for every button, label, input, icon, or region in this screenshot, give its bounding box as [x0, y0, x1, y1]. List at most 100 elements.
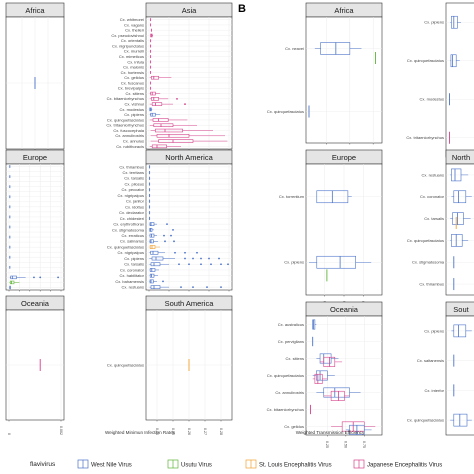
box-wnv	[451, 324, 472, 338]
box-wnv	[451, 190, 472, 204]
category-label: Cx. idottus	[125, 204, 144, 209]
box-usutu	[9, 280, 20, 285]
legend: flavivirus West Nile Virus Usutu Virus St.…	[30, 459, 442, 469]
outlier-point	[184, 103, 186, 106]
box-jev	[150, 134, 225, 138]
outlier-point	[170, 234, 172, 237]
panel-b-letter: B	[238, 3, 246, 15]
box-iqr	[150, 262, 161, 267]
outlier-point	[184, 257, 186, 260]
box-iqr	[149, 245, 156, 249]
facet-b-5: Sout Cx. pipiens Cx. saltanensis Cx. interf…	[407, 301, 474, 436]
x-tick-label: 0.25	[325, 441, 329, 448]
category-label: Cx. interfor	[424, 388, 444, 393]
category-label: Cx. tritaeniorhynchus	[106, 123, 144, 128]
category-label: Cx. quinquefasciatus	[407, 418, 444, 423]
box-iqr	[150, 112, 156, 117]
box-jev	[150, 33, 153, 38]
box-wnv	[149, 250, 198, 255]
box-jev	[149, 123, 197, 127]
facet-a-5: South America Cx. quinquefasciatus 0.24 0.2…	[107, 295, 233, 435]
category-label: Cx. restuans	[122, 285, 144, 290]
box-iqr	[452, 212, 464, 225]
box-iqr	[451, 234, 463, 247]
outlier-point	[178, 263, 180, 266]
box-iqr	[314, 373, 323, 384]
legend-label: St. Louis Encephalitis Virus	[259, 463, 332, 469]
legend-entry: Usutu Virus	[167, 459, 212, 469]
box-iqr	[453, 324, 467, 338]
category-label: Cx. fuscocephala	[113, 128, 144, 133]
box-wnv	[149, 256, 220, 261]
category-label: Cx. quinquefasciatus	[107, 244, 144, 249]
facet-panels: Africa22.2522.5022.75AsiaCx. whitmoreiCx…	[5, 2, 474, 448]
box-wnv	[9, 285, 11, 290]
facet-a-0: Africa22.2522.5022.75	[5, 2, 65, 164]
category-label: Cx. coronator	[420, 194, 445, 199]
category-label: Cx. quinquefasciatus	[407, 238, 444, 243]
legend-entries: West Nile Virus Usutu Virus St. Louis Ence…	[77, 459, 442, 469]
x-tick-label: 0	[7, 433, 11, 435]
category-label: Cx. chidesteri	[120, 216, 144, 221]
box-iqr	[150, 250, 159, 255]
box-wnv	[345, 424, 372, 435]
x-axis-title-b: Weighted Transmission Efficiency	[296, 430, 365, 435]
category-label: Cx. saltanensis	[417, 358, 444, 363]
outlier-point	[210, 263, 212, 266]
facet-title: North America	[165, 153, 213, 162]
box-iqr	[453, 190, 467, 204]
box-wnv	[316, 190, 352, 204]
category-label: Cx. nigripunctatus	[112, 43, 144, 48]
category-label: Cx. pipiens	[424, 20, 444, 25]
box-wnv	[149, 273, 158, 278]
category-label: Cx. torrentium	[279, 194, 305, 199]
category-label: Cx. quinquefasciatus	[267, 373, 304, 378]
box-jev	[312, 373, 328, 384]
outlier-point	[200, 257, 202, 260]
box-iqr	[9, 280, 15, 285]
box-iqr	[316, 255, 356, 269]
category-label: Cx. declarator	[119, 210, 145, 215]
x-tick-label: 0.24	[155, 428, 159, 435]
box-jev	[323, 390, 350, 401]
box-wnv	[149, 239, 175, 244]
box-jev	[149, 118, 188, 122]
box-iqr	[155, 128, 183, 133]
box-iqr	[451, 15, 458, 29]
box-wnv	[149, 233, 172, 238]
box-iqr	[151, 75, 159, 80]
outlier-point	[192, 257, 194, 260]
box-iqr	[149, 279, 154, 284]
box-iqr	[10, 275, 17, 280]
box-wnv	[149, 268, 159, 272]
category-label: Cx. orientalis	[121, 38, 144, 43]
category-label: Cx. gelidus	[124, 75, 144, 80]
outlier-point	[208, 257, 210, 260]
x-tick-label: 0.25	[171, 428, 175, 435]
category-label: Cx. modestus	[420, 97, 444, 102]
box-wnv	[450, 168, 469, 182]
box-iqr	[323, 387, 350, 398]
x-tick-label: 0.002	[59, 426, 63, 435]
category-label: Cx. erraticus	[122, 233, 144, 238]
category-label: Cx. stigmatosoma	[112, 227, 145, 232]
box-wnv	[450, 212, 471, 225]
facet-title: Asia	[182, 6, 197, 15]
facet-b-1: Cx. pipiens Cx. quinquefasciatus Cx. modes…	[406, 2, 474, 158]
legend-label: Usutu Virus	[181, 463, 212, 469]
box-jev	[150, 128, 213, 133]
box-wnv	[316, 387, 361, 398]
category-label: Cx. bitaeniorhynchus	[107, 96, 144, 101]
category-label: Cx. murrelli	[124, 49, 144, 54]
box-iqr	[149, 239, 154, 244]
category-label: Cx. pipiens	[124, 256, 144, 261]
category-label: Cx. sitiens	[126, 91, 144, 96]
outlier-point	[172, 228, 174, 231]
category-label: Cx. thriambus	[119, 164, 144, 169]
category-label: Cx. neavei	[285, 46, 304, 51]
box-iqr	[152, 118, 169, 122]
outlier-point	[218, 257, 220, 260]
category-label: Cx. annulirostris	[275, 390, 304, 395]
